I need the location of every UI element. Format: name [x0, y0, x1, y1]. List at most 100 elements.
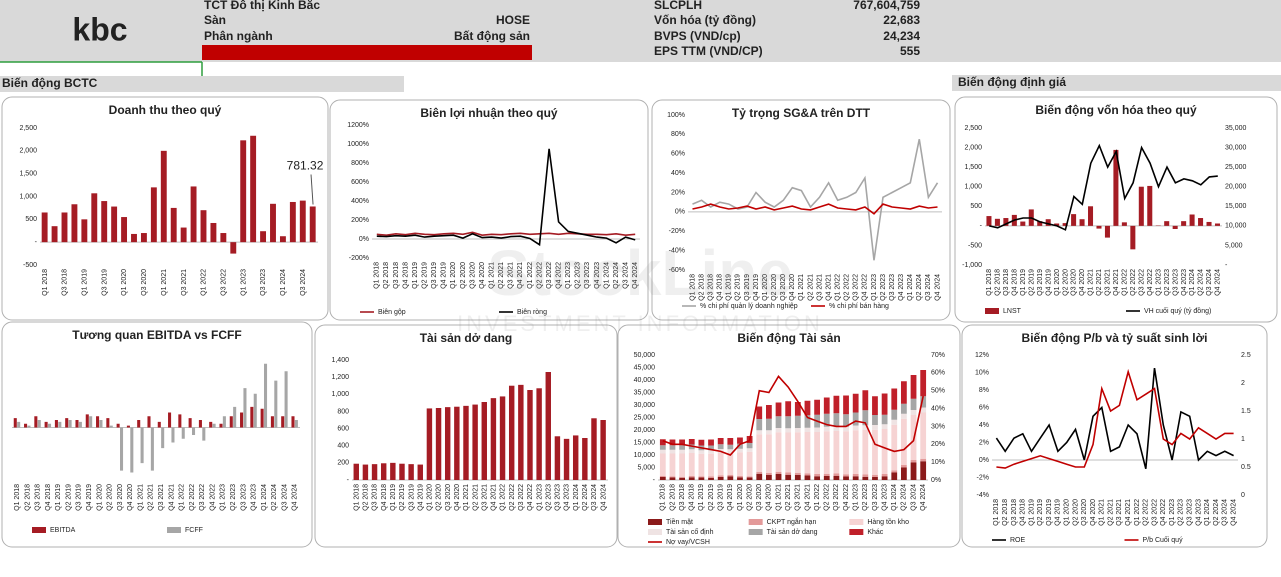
- bar: [1164, 221, 1170, 226]
- x-tick-label: Q4 2019: [441, 262, 448, 289]
- y-tick-label: -: [347, 477, 350, 484]
- bar-segment: [794, 428, 801, 433]
- x-tick-label: Q1 2023: [220, 484, 227, 511]
- x-tick-label: Q2 2019: [1037, 499, 1044, 526]
- bar-segment: [775, 432, 782, 472]
- y-tick-label: 30,000: [634, 402, 656, 409]
- x-tick-label: Q1 2023: [536, 484, 543, 511]
- bar-segment: [804, 475, 811, 480]
- bar: [233, 406, 237, 428]
- bar: [289, 201, 296, 243]
- bar: [508, 385, 515, 480]
- bar: [1104, 225, 1110, 238]
- x-tick-label: Q3 2020: [1081, 499, 1088, 526]
- legend-label: FCFF: [185, 527, 203, 534]
- bar-segment: [872, 415, 878, 425]
- bar: [116, 423, 120, 428]
- bar: [140, 427, 144, 464]
- bar: [54, 420, 58, 428]
- bar: [1214, 223, 1221, 226]
- bar-segment: [901, 467, 907, 480]
- stat-value: 24,234: [883, 29, 920, 43]
- line-series: [662, 375, 924, 456]
- y-tick-label: 1,500: [19, 171, 37, 178]
- x-tick-label: Q1 2018: [660, 484, 667, 511]
- x-tick-label: Q3 2020: [780, 274, 787, 301]
- bar-segment: [804, 400, 811, 416]
- x-tick-label: Q1 2019: [698, 484, 705, 511]
- legend-label: Nợ vay/VCSH: [666, 539, 710, 546]
- x-tick-label: Q4 2020: [479, 262, 486, 289]
- bar: [17, 421, 21, 428]
- bar: [209, 421, 213, 428]
- x-tick-label: Q1 2018: [14, 484, 21, 511]
- bar-segment: [881, 414, 888, 425]
- x-tick-label: Q4 2024: [292, 484, 299, 511]
- bar: [229, 416, 233, 428]
- x-tick-label: Q3 2020: [141, 269, 148, 296]
- logo: kbc: [72, 11, 127, 47]
- bar-segment: [708, 453, 714, 477]
- bar: [131, 233, 137, 243]
- bar: [1003, 218, 1009, 226]
- x-tick-label: Q2 2023: [230, 484, 237, 511]
- x-tick-label: Q4 2019: [1055, 499, 1062, 526]
- y-tick-label: 12%: [975, 352, 989, 359]
- x-tick-label: Q3 2021: [158, 484, 165, 511]
- panel: [961, 324, 1268, 548]
- x-tick-label: Q1 2023: [853, 484, 860, 511]
- bar: [210, 222, 217, 243]
- bar-segment: [833, 426, 840, 431]
- x-tick-label: Q2 2023: [1164, 269, 1171, 296]
- section-title: Biến động BCTC: [2, 76, 98, 90]
- bar: [362, 464, 369, 480]
- bar-segment: [833, 413, 840, 427]
- bar-segment: [804, 415, 811, 428]
- x-tick-label: Q3 2024: [1206, 269, 1213, 296]
- x-tick-label: Q2 2021: [472, 484, 479, 511]
- bar-segment: [746, 451, 753, 477]
- bar: [180, 227, 187, 243]
- x-tick-label: Q4 2018: [717, 274, 724, 301]
- x-tick-label: Q1 2022: [201, 269, 208, 296]
- x-tick-label: Q1 2020: [96, 484, 103, 511]
- x-tick-label: Q1 2024: [280, 269, 287, 296]
- bar-segment: [688, 476, 695, 478]
- bar: [1147, 185, 1153, 226]
- y-tick-label: 400%: [351, 198, 369, 205]
- bar-segment: [910, 460, 917, 463]
- bar: [1130, 225, 1136, 250]
- x-tick-label: Q3 2023: [584, 262, 591, 289]
- x-tick-label: Q4 2023: [594, 262, 601, 289]
- bar-segment: [901, 413, 907, 419]
- x-tick-label: Q1 2021: [1088, 269, 1095, 296]
- x-tick-label: Q2 2018: [1002, 499, 1009, 526]
- bar-segment: [862, 430, 869, 475]
- bar: [1189, 214, 1195, 226]
- bar: [219, 423, 223, 428]
- y-tick-label: -1,000: [962, 262, 982, 269]
- x-tick-label: Q3 2024: [622, 262, 629, 289]
- legend-label: % chi phí bán hàng: [829, 303, 889, 310]
- bar-segment: [708, 450, 714, 454]
- bar: [202, 427, 206, 441]
- x-tick-label: Q1 2023: [871, 274, 878, 301]
- legend-label: Tài sản dở dang: [767, 528, 818, 536]
- x-tick-label: Q4 2019: [753, 274, 760, 301]
- line-series: [989, 143, 1218, 231]
- x-tick-label: Q3 2023: [260, 269, 267, 296]
- bar-segment: [679, 476, 685, 478]
- x-tick-label: Q3 2018: [708, 274, 715, 301]
- x-tick-label: Q1 2020: [737, 484, 744, 511]
- bar-segment: [891, 388, 898, 410]
- y-tick-label: 500: [970, 203, 982, 210]
- x-tick-label: Q2 2020: [771, 274, 778, 301]
- x-tick-label: Q4 2023: [1195, 499, 1202, 526]
- bar: [71, 204, 78, 243]
- x-tick-label: Q2 2023: [575, 262, 582, 289]
- x-tick-label: Q3 2018: [35, 484, 42, 511]
- bar: [121, 217, 128, 243]
- stat-label: SLCPLH: [654, 0, 702, 12]
- x-tick-label: Q4 2023: [881, 484, 888, 511]
- bar: [1088, 206, 1094, 226]
